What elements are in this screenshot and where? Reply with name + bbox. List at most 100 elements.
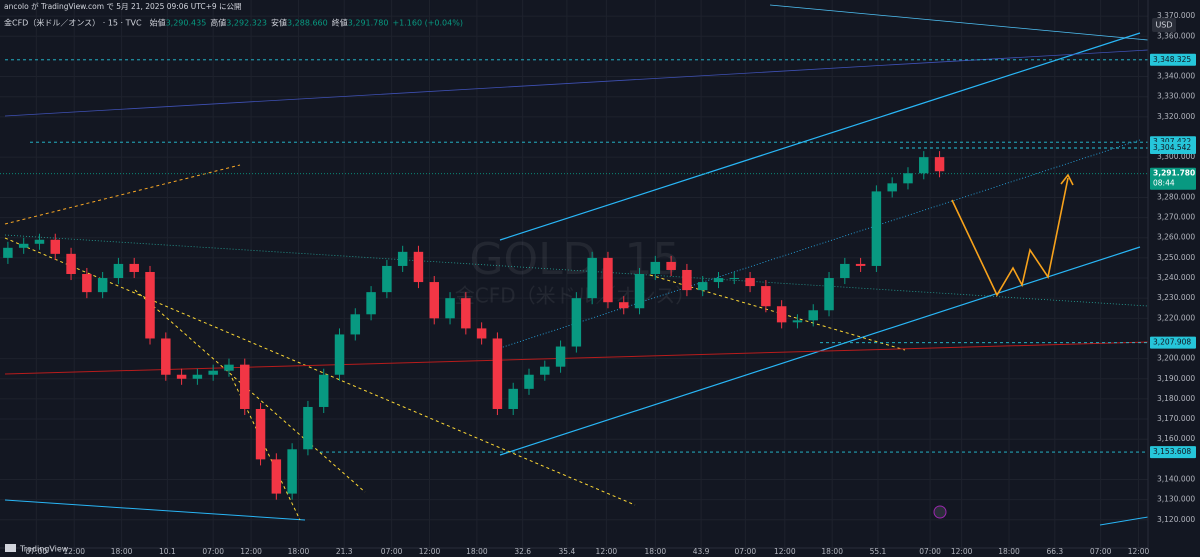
last-price-tag	[1150, 167, 1196, 190]
x-tick-label: 32.6	[514, 547, 531, 556]
candle-body	[429, 282, 439, 319]
candle-body	[445, 298, 455, 319]
ohlc-value: 3,291.780	[348, 19, 389, 28]
drawings	[4, 4, 1149, 526]
candle-body	[66, 253, 76, 274]
event-icon[interactable]	[933, 505, 947, 519]
level-tag-label: 3,153.608	[1153, 447, 1191, 456]
candle-body	[571, 298, 582, 347]
x-tick-label: 07:00	[26, 547, 48, 556]
x-tick-label: 55.1	[870, 547, 887, 556]
y-tick-label: 3,200.000	[1157, 354, 1195, 363]
candle-body	[334, 334, 345, 375]
y-tick-label: 3,180.000	[1157, 394, 1195, 403]
candle-body	[824, 278, 834, 311]
trend-line	[4, 341, 1149, 375]
x-tick-label: 07:00	[1090, 547, 1112, 556]
currency: USD	[1155, 21, 1172, 30]
candle-body	[903, 173, 913, 184]
candle-body	[50, 239, 61, 254]
candle-body	[919, 157, 929, 174]
y-tick-label: 3,250.000	[1157, 253, 1195, 262]
candle-body	[303, 406, 313, 450]
currency-button[interactable]	[1152, 18, 1176, 32]
candle-body	[366, 292, 376, 315]
price-levels	[0, 59, 1148, 453]
x-tick-label: 21.3	[336, 547, 353, 556]
y-tick-label: 3,280.000	[1157, 192, 1195, 201]
candle-body	[208, 370, 218, 375]
trend-line	[4, 237, 636, 506]
x-tick-label: 07:00	[919, 547, 941, 556]
candle-body	[255, 408, 266, 460]
candle-body	[713, 278, 724, 283]
level-tag	[1150, 53, 1196, 66]
candle-body	[634, 274, 645, 309]
candle-body	[776, 306, 787, 323]
candle-body	[145, 271, 155, 339]
last-price-label: 3,291.780	[1153, 169, 1195, 178]
y-tick-label: 3,320.000	[1157, 112, 1195, 121]
y-tick-label: 3,160.000	[1157, 434, 1195, 443]
candle-body	[729, 278, 740, 280]
candle-body	[855, 263, 866, 266]
candle-body	[682, 269, 692, 291]
y-tick-label: 3,270.000	[1157, 213, 1195, 222]
x-tick-label: 66.3	[1046, 547, 1063, 556]
y-tick-label: 3,220.000	[1157, 313, 1195, 322]
candle-body	[697, 282, 708, 291]
ohlc-label: 終値	[332, 18, 348, 28]
candle-body	[650, 261, 661, 274]
candle-body	[271, 459, 282, 494]
projection-arrow	[1060, 173, 1074, 186]
y-tick-label: 3,260.000	[1157, 233, 1195, 242]
level-tag-label: 3,304.542	[1153, 143, 1191, 152]
candle-body	[113, 263, 124, 279]
x-tick-label: 18:00	[466, 547, 488, 556]
x-tick-label: 12:00	[774, 547, 796, 556]
trend-line	[4, 49, 1149, 117]
candle-body	[555, 346, 566, 367]
x-tick-label: 12:00	[1128, 547, 1150, 556]
trend-line	[4, 234, 1149, 307]
candle-body	[492, 338, 503, 409]
x-tick-label: 07:00	[381, 547, 403, 556]
y-tick-label: 3,230.000	[1157, 293, 1195, 302]
x-tick-label: 43.9	[693, 547, 710, 556]
candle-body	[666, 261, 676, 270]
candle-body	[161, 338, 171, 375]
candle-body	[745, 278, 755, 287]
x-tick-label: 10.1	[159, 547, 176, 556]
countdown: 08:44	[1153, 179, 1175, 188]
candle-body	[350, 314, 361, 335]
candle-body	[224, 364, 234, 371]
watermark-symbol: GOLD, 15	[469, 234, 680, 285]
candle-body	[761, 286, 771, 307]
channel-mid	[499, 139, 1141, 349]
candle-body	[508, 388, 518, 409]
ohlc-label: 高値	[210, 18, 226, 28]
candle-body	[887, 183, 897, 192]
trend-line	[1099, 516, 1149, 526]
x-tick-label: 12:00	[419, 547, 441, 556]
y-tick-label: 3,130.000	[1157, 495, 1195, 504]
level-tag	[1150, 446, 1196, 459]
level-tag-label: 3,207.908	[1153, 338, 1191, 347]
candle-body	[808, 310, 818, 321]
y-tick-label: 3,360.000	[1157, 31, 1195, 40]
candle-body	[192, 374, 203, 379]
y-tick-label: 3,370.000	[1157, 11, 1195, 20]
ohlc-value: 3,288.660	[287, 19, 328, 28]
x-tick-label: 18:00	[645, 547, 667, 556]
level-tag-label: 3,307.422	[1153, 137, 1191, 146]
y-tick-label: 3,170.000	[1157, 414, 1195, 423]
candle-body	[476, 328, 487, 339]
x-tick-label: 07:00	[202, 547, 224, 556]
grid	[0, 0, 1148, 548]
candle-body	[129, 263, 139, 272]
candle-body	[34, 239, 45, 244]
candle-body	[934, 157, 945, 172]
trend-line	[769, 4, 1149, 41]
ohlc-value: 3,290.435	[166, 19, 207, 28]
